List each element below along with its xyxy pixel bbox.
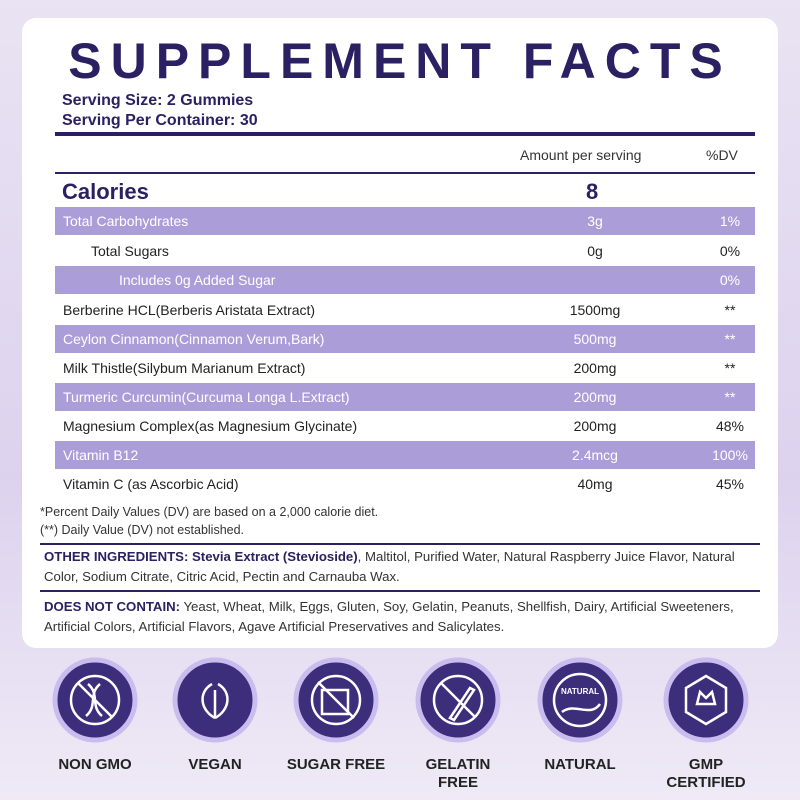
rule bbox=[55, 172, 755, 174]
badge-line: GMP bbox=[688, 756, 724, 773]
daily-value: ** bbox=[724, 389, 736, 405]
daily-value: ** bbox=[724, 331, 736, 347]
other-ingredients: OTHER INGREDIENTS: Stevia Extract (Stevi… bbox=[44, 547, 760, 587]
badge-label: GMP CERTIFIED bbox=[641, 756, 771, 792]
facts-row: Berberine HCL(Berberis Aristata Extract)… bbox=[55, 296, 755, 324]
nutrient-name: Magnesium Complex(as Magnesium Glycinate… bbox=[63, 418, 358, 434]
label: DOES NOT CONTAIN: bbox=[44, 599, 181, 614]
serving-size: Serving Size: 2 Gummies bbox=[62, 92, 254, 109]
amount: 3g bbox=[587, 213, 603, 229]
badge-label: NATURAL bbox=[515, 756, 645, 774]
daily-value: 0% bbox=[719, 272, 741, 288]
nutrient-name: Vitamin C (as Ascorbic Acid) bbox=[63, 476, 239, 492]
badge-line: VEGAN bbox=[188, 756, 242, 773]
badge-label: GELATIN FREE bbox=[393, 756, 523, 792]
nutrient-name: Total Carbohydrates bbox=[63, 213, 189, 229]
badge-label: SUGAR FREE bbox=[271, 756, 401, 774]
amount: 40mg bbox=[577, 476, 613, 492]
facts-row: Magnesium Complex(as Magnesium Glycinate… bbox=[55, 412, 755, 440]
daily-value: 1% bbox=[719, 213, 741, 229]
label: OTHER INGREDIENTS: bbox=[44, 549, 189, 564]
daily-value: 45% bbox=[715, 476, 745, 492]
facts-row: Includes 0g Added Sugar 0% bbox=[55, 266, 755, 294]
nutrient-name: Total Sugars bbox=[91, 243, 169, 259]
nutrient-name: Vitamin B12 bbox=[63, 447, 139, 463]
column-header: %DV bbox=[706, 147, 738, 163]
amount: 200mg bbox=[573, 418, 617, 434]
icon-text: NATURAL bbox=[561, 687, 599, 696]
badge-line: CERTIFIED bbox=[666, 774, 746, 791]
rule bbox=[40, 543, 760, 545]
badge-line: FREE bbox=[437, 774, 478, 791]
badge-label: NON GMO bbox=[30, 756, 160, 774]
badge-line: NON GMO bbox=[58, 756, 132, 773]
footnote: *Percent Daily Values (DV) are based on … bbox=[40, 505, 379, 519]
nutrient-name: Ceylon Cinnamon(Cinnamon Verum,Bark) bbox=[63, 331, 325, 347]
calories-label: Calories bbox=[62, 179, 149, 204]
amount: 2.4mcg bbox=[572, 447, 618, 463]
daily-value: ** bbox=[724, 360, 736, 376]
badge-line: SUGAR FREE bbox=[286, 756, 386, 773]
daily-value: 0% bbox=[719, 243, 741, 259]
badge-line: GELATIN bbox=[425, 756, 491, 773]
daily-value: ** bbox=[724, 302, 736, 318]
facts-row: Milk Thistle(Silybum Marianum Extract) 20… bbox=[55, 354, 755, 382]
rule bbox=[55, 132, 755, 136]
facts-row: Ceylon Cinnamon(Cinnamon Verum,Bark) 500m… bbox=[55, 325, 755, 353]
text: Yeast, Wheat, Milk, Eggs, Gluten, Soy, G… bbox=[44, 599, 734, 634]
daily-value: 48% bbox=[715, 418, 745, 434]
rule bbox=[40, 590, 760, 592]
badge-label: VEGAN bbox=[150, 756, 280, 774]
amount: 500mg bbox=[573, 331, 617, 347]
nutrient-name: Includes 0g Added Sugar bbox=[119, 272, 276, 288]
facts-row: Vitamin B12 2.4mcg 100% bbox=[55, 441, 755, 469]
facts-row: Vitamin C (as Ascorbic Acid) 40mg 45% bbox=[55, 470, 755, 498]
amount: 200mg bbox=[573, 360, 617, 376]
facts-row: Turmeric Curcumin(Curcuma Longa L.Extrac… bbox=[55, 383, 755, 411]
daily-value: 100% bbox=[712, 447, 748, 463]
nutrient-name: Turmeric Curcumin(Curcuma Longa L.Extrac… bbox=[63, 389, 350, 405]
amount: 200mg bbox=[573, 389, 617, 405]
text: , Maltitol, Purified Water, Natural Rasp… bbox=[44, 549, 735, 584]
nutrient-name: Berberine HCL(Berberis Aristata Extract) bbox=[63, 302, 316, 318]
calories-amount: 8 bbox=[586, 179, 599, 204]
title: SUPPLEMENT FACTS bbox=[68, 33, 732, 89]
badge-line: NATURAL bbox=[544, 756, 616, 773]
facts-row: Total Sugars 0g 0% bbox=[55, 237, 755, 265]
nutrient-name: Milk Thistle(Silybum Marianum Extract) bbox=[63, 360, 306, 376]
does-not-contain: DOES NOT CONTAIN: Yeast, Wheat, Milk, Eg… bbox=[44, 597, 760, 637]
facts-row: Total Carbohydrates 3g 1% bbox=[55, 207, 755, 235]
amount: 0g bbox=[587, 243, 603, 259]
amount: 1500mg bbox=[569, 302, 621, 318]
footnote: (**) Daily Value (DV) not established. bbox=[40, 523, 245, 537]
highlight: Stevia Extract (Stevioside) bbox=[192, 549, 358, 564]
column-header: Amount per serving bbox=[520, 147, 642, 163]
servings-per-container: Serving Per Container: 30 bbox=[62, 112, 258, 129]
